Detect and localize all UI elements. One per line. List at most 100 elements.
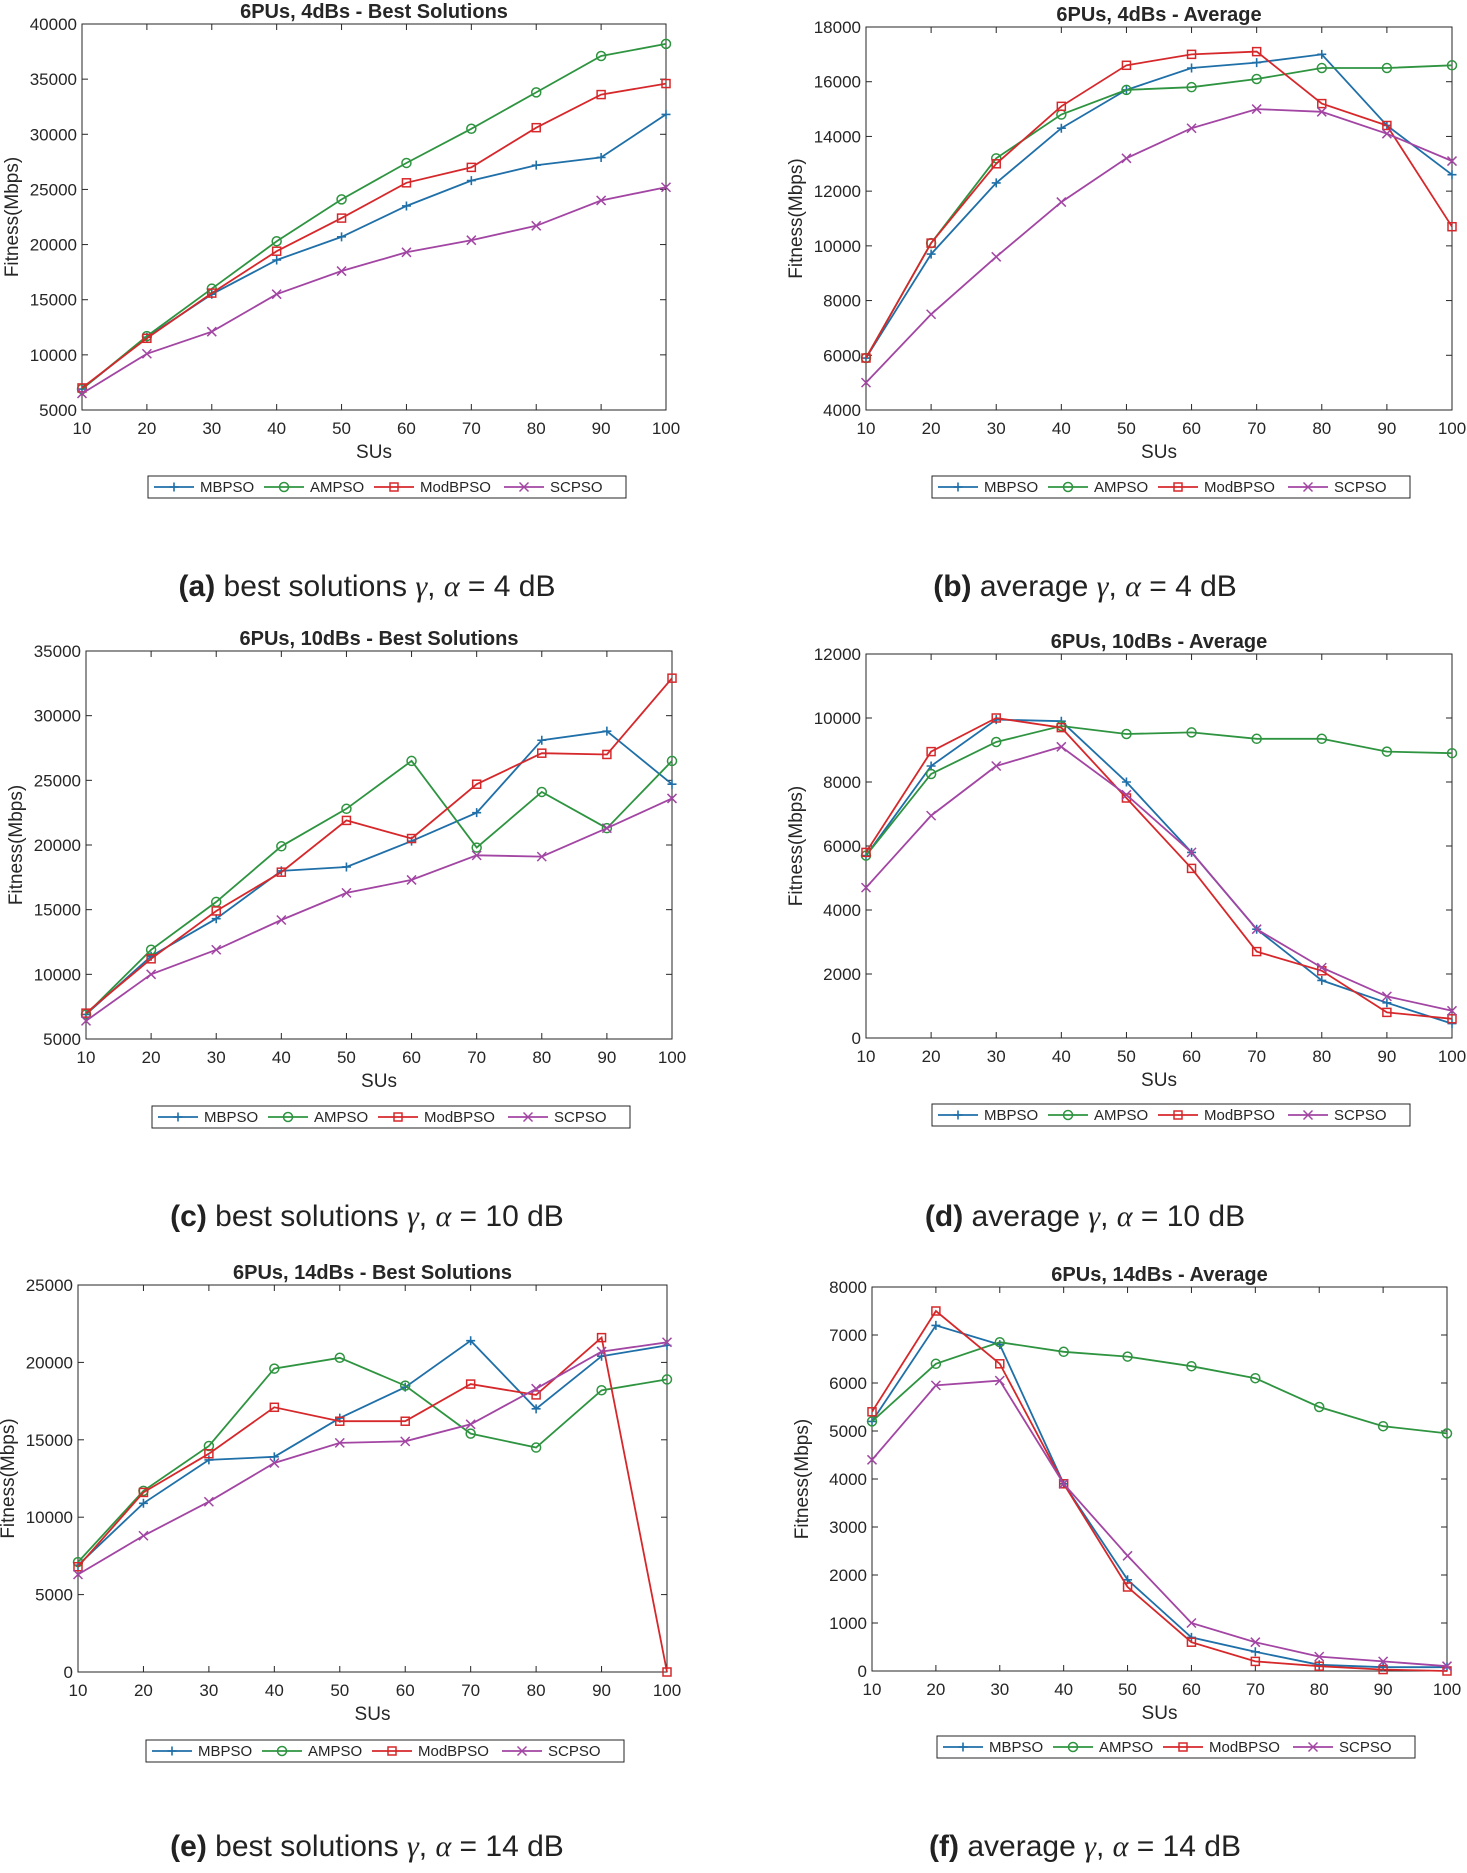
data-point [406, 874, 417, 885]
data-point [72, 1569, 84, 1580]
caption-label: (b) [933, 570, 971, 603]
data-point [466, 1336, 476, 1346]
data-point [994, 1336, 1006, 1348]
data-point [991, 760, 1002, 772]
data-point [1378, 1664, 1388, 1675]
legend-entry-mbpso: MBPSO [938, 479, 1038, 496]
data-point [667, 673, 677, 683]
data-point [1187, 63, 1197, 73]
x-axis-label: SUs [1141, 1070, 1177, 1091]
data-point [867, 1407, 877, 1417]
series-line [871, 1309, 1448, 1672]
data-point [1382, 998, 1392, 1008]
legend-marker [1178, 1742, 1188, 1752]
data-point [530, 87, 542, 98]
panel-caption: (f) average γ, α = 14 dB [929, 1830, 1241, 1863]
x-tick-label: 90 [1377, 419, 1396, 438]
x-tick-label: 10 [857, 1047, 876, 1066]
caption-label: (e) [170, 1830, 207, 1863]
series-line [85, 759, 673, 1016]
data-point [1186, 847, 1197, 858]
caption-label: (c) [170, 1200, 207, 1233]
y-tick-label: 6000 [829, 1374, 867, 1393]
data-point [596, 152, 606, 162]
series-line [865, 53, 1453, 359]
data-point [1381, 128, 1392, 139]
x-tick-label: 30 [990, 1680, 1009, 1699]
y-tick-label: 30000 [34, 707, 81, 726]
data-point [667, 779, 677, 789]
plot-frame [85, 650, 673, 1040]
data-point [341, 862, 351, 872]
caption-value: = 4 dB [1141, 570, 1237, 603]
legend: MBPSO AMPSO ModBPSO SCPSO [936, 1735, 1416, 1759]
data-point [660, 38, 672, 50]
legend-label: SCPSO [1334, 479, 1387, 496]
x-tick-label: 10 [863, 1680, 882, 1699]
data-point [337, 232, 347, 242]
y-tick-label: 8000 [823, 773, 861, 792]
caption-gamma: γ [1097, 570, 1110, 603]
legend-marker [276, 1745, 288, 1757]
data-point [1122, 1351, 1133, 1362]
legend-label: AMPSO [1094, 1107, 1148, 1124]
data-point [341, 803, 352, 815]
legend-label: SCPSO [550, 479, 603, 496]
x-tick-label: 40 [1052, 1047, 1071, 1066]
data-point [1447, 170, 1457, 180]
data-point [80, 1015, 92, 1026]
x-tick-label: 40 [265, 1681, 284, 1700]
data-point [269, 1452, 279, 1462]
x-tick-label: 80 [1310, 1680, 1329, 1699]
data-point [1251, 73, 1262, 85]
data-point [531, 160, 541, 170]
data-point [537, 735, 547, 745]
data-point [138, 1487, 149, 1498]
series-line [77, 1335, 668, 1673]
x-tick-label: 50 [330, 1681, 349, 1700]
data-point [866, 1416, 878, 1427]
legend-entry-modbpso: ModBPSO [1158, 479, 1275, 496]
x-tick-label: 40 [272, 1048, 291, 1067]
data-point [203, 1440, 215, 1452]
data-point [662, 1667, 672, 1677]
legend-marker [1173, 1110, 1183, 1120]
data-point [1316, 62, 1328, 74]
legend-entry-scpso: SCPSO [504, 479, 603, 496]
chart-title: 6PUs, 4dBs - Average [1056, 4, 1261, 26]
x-tick-label: 10 [73, 419, 92, 438]
series-line [865, 108, 1453, 384]
data-point [399, 1380, 411, 1391]
legend-marker [393, 1112, 403, 1122]
data-point [336, 213, 347, 223]
data-point [1186, 123, 1197, 134]
x-tick-label: 90 [1377, 1047, 1396, 1066]
data-point [211, 944, 222, 955]
series-line [865, 745, 1453, 1012]
data-point [400, 1436, 411, 1447]
data-point [471, 779, 482, 789]
data-point [661, 1374, 673, 1385]
x-axis-label: SUs [1142, 1703, 1178, 1724]
data-point [1186, 81, 1197, 93]
data-point [1186, 1632, 1196, 1642]
data-point [1251, 46, 1262, 57]
x-tick-label: 100 [653, 1681, 681, 1700]
series-line [81, 186, 667, 395]
legend: MBPSO AMPSO ModBPSO SCPSO [151, 1105, 631, 1129]
data-point [276, 914, 287, 926]
x-tick-label: 50 [332, 419, 351, 438]
data-point [926, 249, 936, 259]
y-axis-label: Fitness(Mbps) [786, 786, 807, 906]
data-point [465, 1379, 476, 1389]
data-point [1056, 123, 1066, 133]
data-point [860, 377, 872, 388]
y-tick-label: 10000 [814, 237, 861, 256]
y-tick-label: 4000 [823, 401, 861, 420]
y-tick-label: 8000 [823, 292, 861, 311]
data-point [406, 833, 417, 844]
data-point [1314, 1661, 1324, 1671]
x-tick-label: 90 [592, 419, 611, 438]
panel-caption: (a) best solutions γ, α = 4 dB [179, 570, 556, 603]
data-point [931, 1320, 941, 1330]
